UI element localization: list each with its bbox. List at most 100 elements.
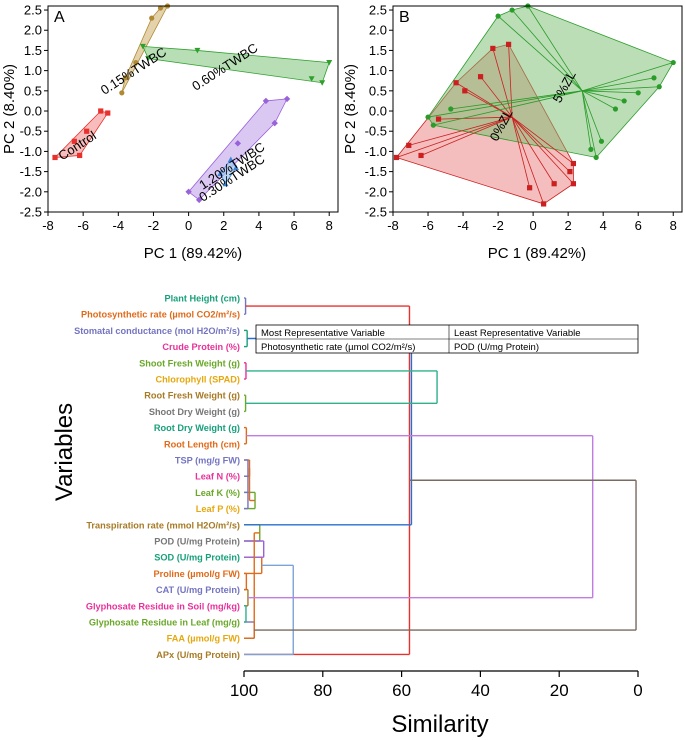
data-point-2-1	[145, 56, 152, 62]
data-point-0-11	[551, 181, 557, 187]
dendrogram-x-tick-label: 20	[550, 681, 569, 700]
data-point-1-6	[588, 146, 594, 152]
data-point-3-0	[185, 188, 192, 196]
spoke-line-1-2	[450, 90, 583, 110]
data-point-0-9	[527, 185, 533, 191]
data-point-2-4	[319, 80, 326, 86]
y-tick-label: -1.0	[365, 144, 387, 159]
plot-b-xlabel: PC 1 (89.42%)	[488, 245, 586, 262]
data-point-1-3	[149, 15, 155, 21]
data-point-0-5	[462, 88, 468, 94]
plot-a-frame	[47, 5, 339, 213]
x-tick-label: 4	[600, 218, 607, 233]
data-point-1-14	[670, 59, 676, 66]
y-tick-label: -1.5	[20, 164, 42, 179]
spoke-line-0-10	[511, 116, 545, 205]
y-tick-label: 1.5	[24, 43, 42, 58]
data-point-1-0	[425, 114, 431, 120]
leaf-label-1: Photosynthetic rate (µmol CO2/m²/s)	[81, 310, 240, 320]
data-point-3-4	[283, 95, 291, 103]
spoke-line-0-3	[438, 116, 513, 120]
x-tick-label: -8	[387, 218, 399, 233]
spoke-line-1-8	[581, 90, 602, 142]
y-tick-label: 1.0	[24, 63, 42, 78]
data-point-1-12	[651, 75, 657, 81]
data-point-1-7	[593, 154, 599, 161]
dendrogram-xlabel: Similarity	[391, 711, 488, 738]
data-point-0-1	[406, 142, 412, 148]
leaf-label-8: Root Dry Weight (g)	[154, 423, 240, 433]
spoke-line-1-1	[433, 90, 583, 126]
y-tick-label: 1.5	[369, 43, 387, 58]
spoke-line-1-14	[582, 62, 674, 92]
x-tick-label: 8	[326, 218, 333, 233]
leaf-label-14: Transpiration rate (mmol H2O/m²/s)	[86, 520, 240, 530]
pca-plot-b: 0%ZL5%ZL B -8 -6 -4 -2 0 2 4 6 8 2.52.01.51.00.5…	[342, 3, 683, 262]
data-point-0-6	[477, 74, 484, 80]
dendrogram-x-tick-label: 40	[471, 681, 490, 700]
representative-variable-table: Most Representative Variable Least Repre…	[255, 324, 639, 354]
data-point-1-5	[157, 5, 164, 11]
spoke-line-0-6	[480, 76, 513, 118]
data-point-1-13	[656, 84, 662, 90]
leaf-label-12: Leaf K (%)	[195, 488, 240, 498]
spoke-line-1-7	[581, 90, 597, 158]
x-tick-label: 0	[530, 218, 537, 233]
data-point-0-8	[506, 41, 512, 47]
leaf-label-15: POD (U/mg Protein)	[154, 537, 240, 547]
data-point-0-0	[52, 154, 58, 161]
spoke-line-1-3	[497, 15, 583, 92]
data-point-0-1	[77, 152, 83, 159]
leaf-label-9: Root Length (cm)	[164, 439, 240, 449]
data-point-1-10	[621, 98, 627, 104]
x-tick-label: -2	[148, 218, 160, 233]
spoke-line-1-12	[582, 77, 655, 92]
spoke-line-0-13	[511, 116, 574, 184]
data-point-2-2	[194, 47, 201, 54]
x-tick-label: 6	[635, 218, 642, 233]
spoke-line-0-9	[511, 116, 531, 188]
dendrogram-x-tick-label: 60	[392, 681, 411, 700]
dendrogram: Plant Height (cm) Photosynthetic rate (µm…	[51, 294, 643, 739]
spoke-line-1-6	[581, 90, 592, 150]
dendrogram-ylabel: Variables	[51, 403, 78, 501]
data-point-0-4	[453, 80, 459, 86]
data-point-4-3	[227, 156, 234, 162]
data-point-0-10	[541, 201, 547, 207]
data-point-0-12	[567, 169, 573, 175]
data-point-1-2	[448, 106, 454, 112]
plot-a-xlabel: PC 1 (89.42%)	[144, 245, 242, 262]
y-tick-label: 1.0	[369, 63, 387, 78]
leaf-label-19: Glyphosate Residue in Soil (mg/kg)	[86, 601, 240, 611]
data-point-0-13	[570, 181, 577, 187]
data-point-0-4	[105, 110, 111, 116]
y-tick-label: -2.0	[20, 184, 42, 199]
spoke-line-1-4	[511, 9, 583, 92]
data-point-4-1	[222, 180, 229, 187]
data-point-4-2	[233, 164, 240, 171]
y-tick-label: -2.5	[20, 205, 42, 220]
data-point-0-5	[71, 138, 77, 144]
leaf-label-6: Root Fresh Weight (g)	[144, 391, 240, 401]
spoke-line-0-1	[408, 116, 513, 146]
spoke-line-1-5	[527, 5, 583, 92]
data-point-1-8	[598, 138, 605, 144]
plot-b-ylabel: PC 2 (8.40%)	[342, 64, 359, 154]
data-point-0-0	[393, 154, 400, 161]
y-tick-label: 2.0	[24, 23, 42, 38]
data-point-3-3	[262, 97, 270, 105]
data-point-3-2	[234, 140, 242, 147]
data-point-0-2	[84, 128, 90, 134]
spoke-line-1-9	[581, 90, 616, 110]
data-point-3-1	[195, 196, 203, 204]
y-tick-label: 0.0	[369, 104, 387, 119]
leaf-label-10: TSP (mg/g FW)	[175, 456, 240, 466]
spoke-line-0-8	[508, 44, 513, 118]
leaf-label-0: Plant Height (cm)	[164, 294, 240, 304]
data-point-1-3	[495, 13, 501, 19]
plot-b-frame	[392, 5, 683, 213]
x-tick-label: 6	[290, 218, 297, 233]
spoke-line-1-13	[582, 86, 660, 92]
group-label-1: 0.15%TWBC	[98, 44, 169, 98]
